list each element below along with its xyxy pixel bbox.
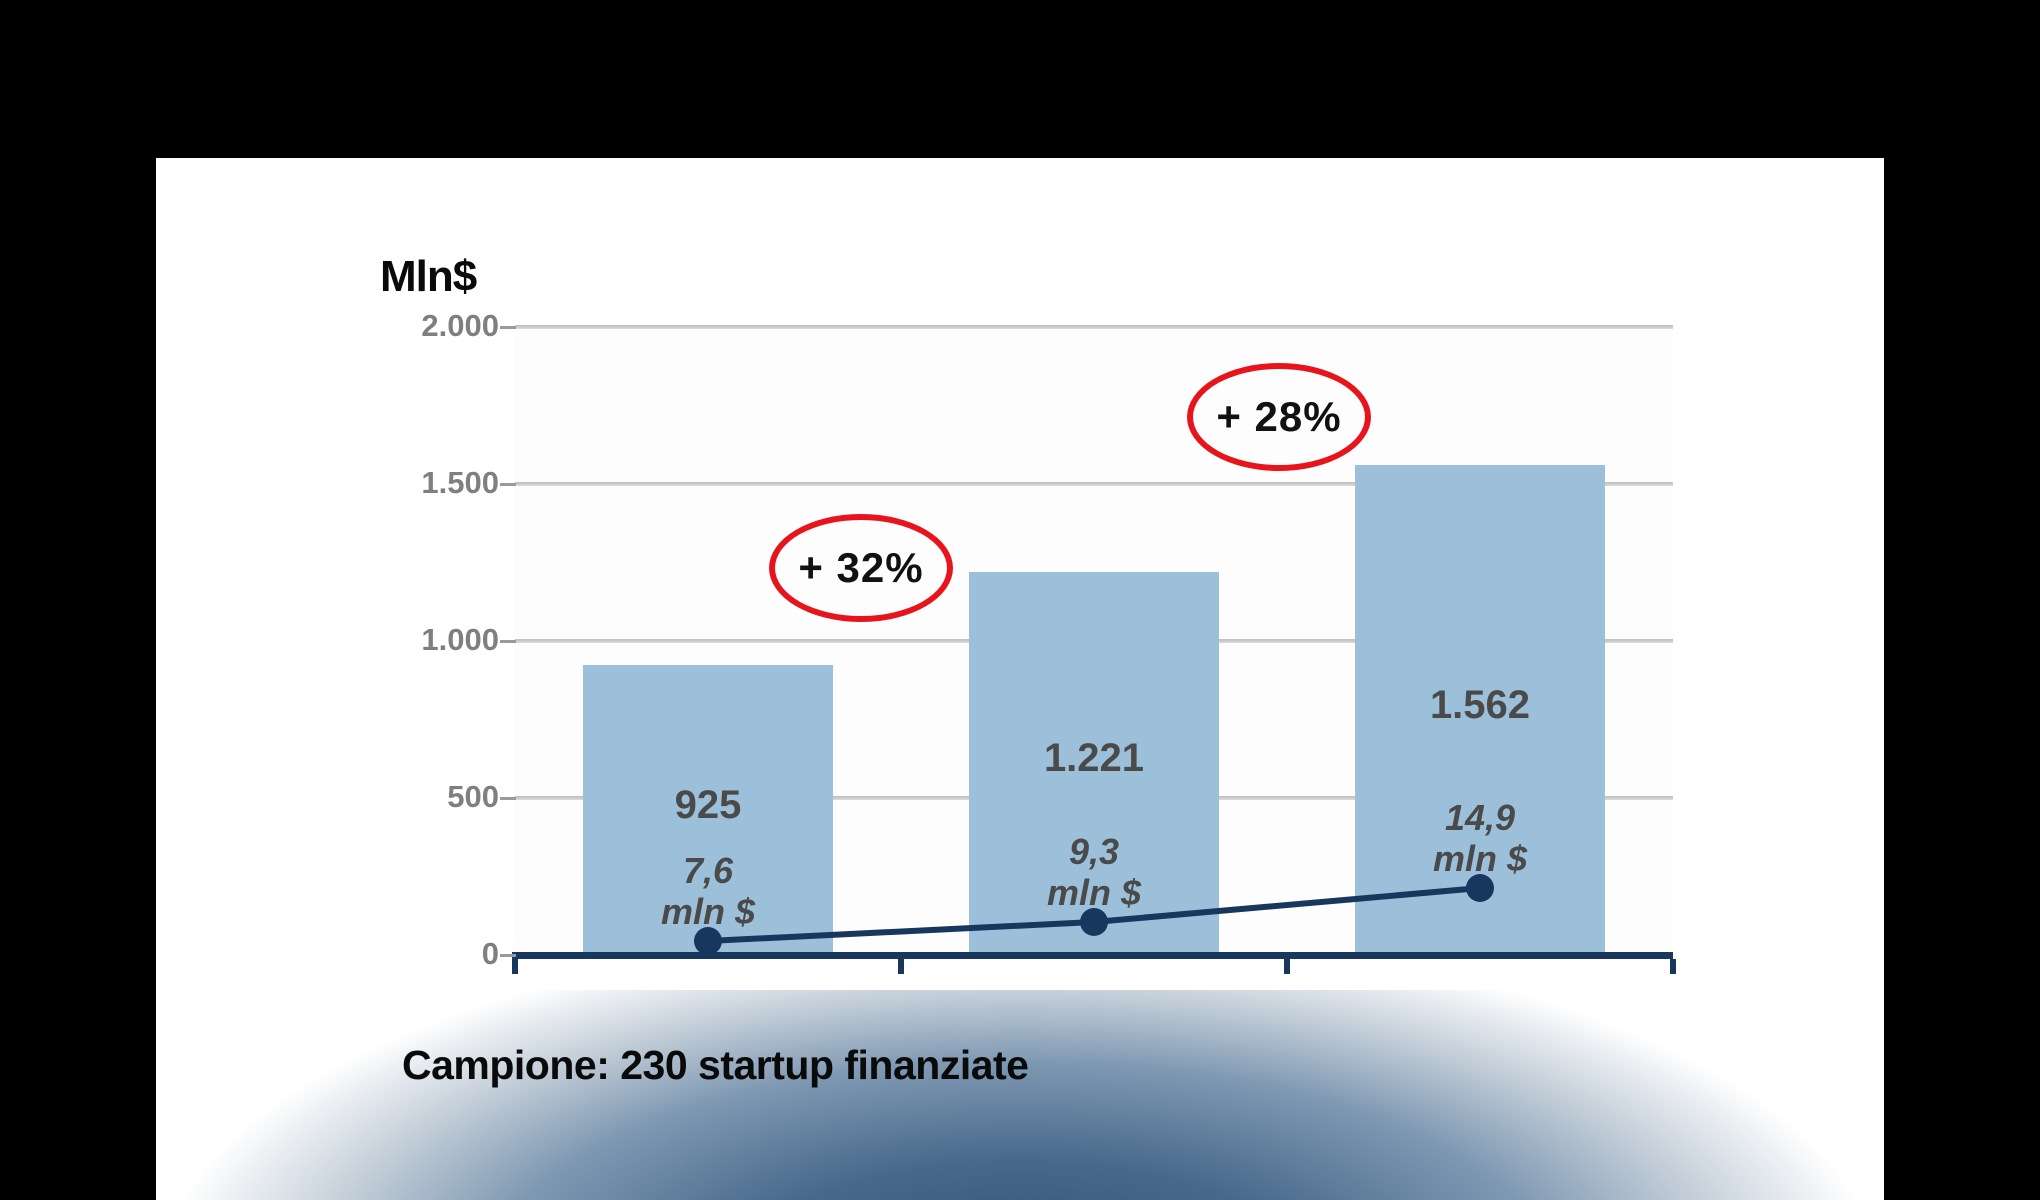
growth-annotation-text-1: + 32% [798,544,924,591]
sample-caption: Campione: 230 startup finanziate [402,1042,1029,1088]
y-tick-mark-1500 [500,483,516,486]
growth-annotation-text-2: + 28% [1216,393,1342,440]
y-tick-mark-0 [500,954,516,957]
trend-line-marker-3 [1466,874,1494,902]
bar-value-label-3: 1.562 [1429,682,1531,727]
y-tick-mark-1000 [500,640,516,643]
growth-annotation-oval-1: + 32% [769,514,953,622]
line-value-label-1-row-2: mln $ [660,891,756,932]
x-axis-tick-1 [898,959,904,974]
bar-2 [969,572,1219,952]
chart-plot-area: 925 1.221 1.562 7,6 mln $9,3 mln $14,9 mln $ [515,325,1673,955]
line-value-label-3: 14,9 mln $ [1370,797,1590,879]
trend-line-marker-2 [1080,908,1108,936]
y-tick-label-500: 500 [447,779,499,814]
y-tick-label-1500: 1.500 [421,465,499,500]
bar-value-label-1: 925 [674,782,742,827]
line-value-label-1-row-1: 7,6 [682,850,734,891]
y-tick-mark-500 [500,797,516,800]
line-value-label-3-row-1: 14,9 [1444,797,1516,838]
gridline-1500 [515,482,1673,486]
y-tick-label-2000: 2.000 [421,308,499,343]
line-value-label-2-row-1: 9,3 [1068,831,1120,872]
line-value-label-1: 7,6 mln $ [598,850,818,932]
x-axis-tick-2 [1284,959,1290,974]
trend-line-layer [694,874,1494,955]
bar-1 [583,665,833,952]
line-value-label-2: 9,3 mln $ [984,831,1204,913]
gridline-2000 [515,325,1673,329]
y-axis-title: Mln$ [380,252,477,301]
x-axis-tick-0 [512,959,518,974]
x-axis-tick-3 [1670,959,1676,974]
presentation-slide: Mln$ 925 1.221 1.562 7,6 mln $9,3 mln $14,9 ml… [156,158,1884,1200]
x-axis-line [512,952,1673,959]
y-tick-mark-2000 [500,326,516,329]
line-value-label-2-row-2: mln $ [1046,872,1142,913]
line-value-label-3-row-2: mln $ [1432,838,1528,879]
bar-3 [1355,465,1605,952]
y-tick-label-0: 0 [481,936,499,971]
bottom-glow-decoration [156,990,1884,1200]
growth-annotation-oval-2: + 28% [1187,363,1371,471]
bar-value-label-2: 1.221 [1043,736,1145,780]
trend-line-marker-1 [694,927,722,955]
y-tick-label-1000: 1.000 [421,622,499,657]
